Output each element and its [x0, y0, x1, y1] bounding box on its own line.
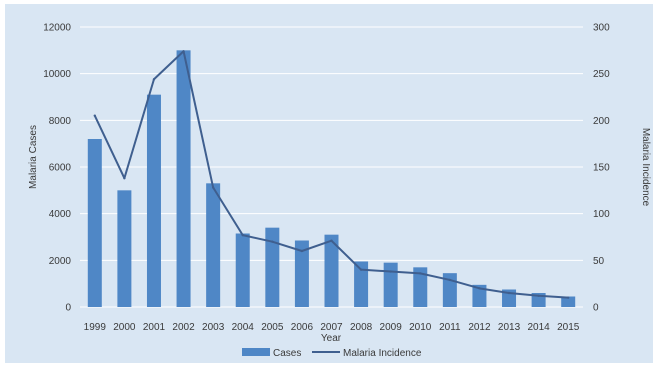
y-axis-title-left: Malaria Cases	[28, 125, 39, 189]
bar	[472, 284, 487, 307]
incidence-point	[448, 278, 452, 282]
bar	[235, 233, 250, 307]
y-tick-label-left: 2000	[49, 256, 72, 267]
incidence-point	[419, 272, 422, 275]
x-tick-label: 2006	[291, 322, 314, 333]
x-tick-label: 2009	[380, 322, 403, 333]
x-tick-label: 2005	[261, 322, 284, 333]
bar	[265, 227, 280, 307]
incidence-point	[359, 268, 363, 271]
bar	[413, 267, 428, 307]
incidence-point	[211, 186, 215, 189]
incidence-point	[567, 296, 570, 299]
bar	[383, 262, 398, 307]
x-tick-label: 2008	[350, 322, 373, 333]
bar	[354, 261, 369, 307]
y-tick-label-right: 0	[593, 303, 599, 314]
bar	[117, 190, 132, 307]
grid-lines	[80, 26, 583, 308]
x-tick-label: 2015	[557, 322, 580, 333]
y-tick-label-left: 4000	[49, 209, 72, 220]
legend-swatch-cases	[242, 348, 270, 356]
x-tick-label: 2014	[527, 322, 550, 333]
incidence-point	[389, 270, 392, 273]
y-tick-label-right: 50	[593, 256, 605, 267]
legend-label-cases: Cases	[273, 348, 301, 359]
y-tick-label-left: 8000	[49, 116, 72, 127]
bar	[206, 183, 221, 307]
y-tick-label-left: 0	[65, 303, 71, 314]
bar	[324, 234, 339, 307]
chart-frame: 0 2000 4000 6000 8000 10000 12000 0 50 100 150 200 2…	[5, 4, 653, 363]
incidence-point	[241, 233, 244, 237]
y-tick-label-left: 6000	[49, 163, 72, 174]
x-tick-label: 2000	[113, 322, 136, 333]
x-tick-label: 2013	[498, 322, 521, 333]
incidence-point	[507, 291, 511, 295]
bar	[87, 139, 102, 307]
bar	[146, 94, 161, 308]
x-tick-label: 2003	[202, 322, 225, 333]
bar	[176, 50, 191, 307]
bar	[294, 240, 309, 307]
incidence-point	[271, 240, 274, 243]
incidence-point	[330, 239, 333, 242]
x-tick-label: 2002	[172, 322, 195, 333]
incidence-point	[300, 249, 304, 253]
incidence-point	[478, 287, 481, 290]
x-tick-label: 2010	[409, 322, 432, 333]
y-tick-label-right: 300	[593, 23, 610, 34]
y-tick-label-left: 10000	[43, 69, 71, 80]
y-axis-title-right: Malaria Incidence	[640, 128, 651, 207]
x-axis-title: Year	[321, 333, 342, 344]
chart-svg: 0200040006000800010000120000501001502002…	[28, 23, 651, 360]
legend-label-incidence: Malaria Incidence	[343, 348, 422, 359]
bar-series-cases	[87, 50, 576, 308]
x-tick-label: 2011	[439, 322, 461, 333]
x-tick-label: 2012	[468, 322, 491, 333]
y-tick-label-left: 12000	[43, 23, 71, 34]
line-series-incidence	[93, 50, 570, 299]
legend: Cases Malaria Incidence	[242, 348, 422, 359]
bar	[561, 296, 576, 307]
incidence-point	[123, 177, 126, 180]
x-tick-label: 2004	[232, 322, 255, 333]
y-tick-label-right: 250	[593, 69, 610, 80]
y-tick-label-right: 150	[593, 163, 610, 174]
incidence-point	[537, 294, 540, 297]
incidence-point	[93, 114, 96, 117]
x-tick-label: 1999	[84, 322, 107, 333]
incidence-point	[152, 78, 156, 81]
x-tick-label: 2001	[143, 322, 166, 333]
x-tick-label: 2007	[320, 322, 343, 333]
incidence-point	[182, 50, 185, 53]
y-tick-label-right: 100	[593, 209, 610, 220]
axis-labels: 0200040006000800010000120000501001502002…	[43, 23, 610, 334]
y-tick-label-right: 200	[593, 116, 610, 127]
